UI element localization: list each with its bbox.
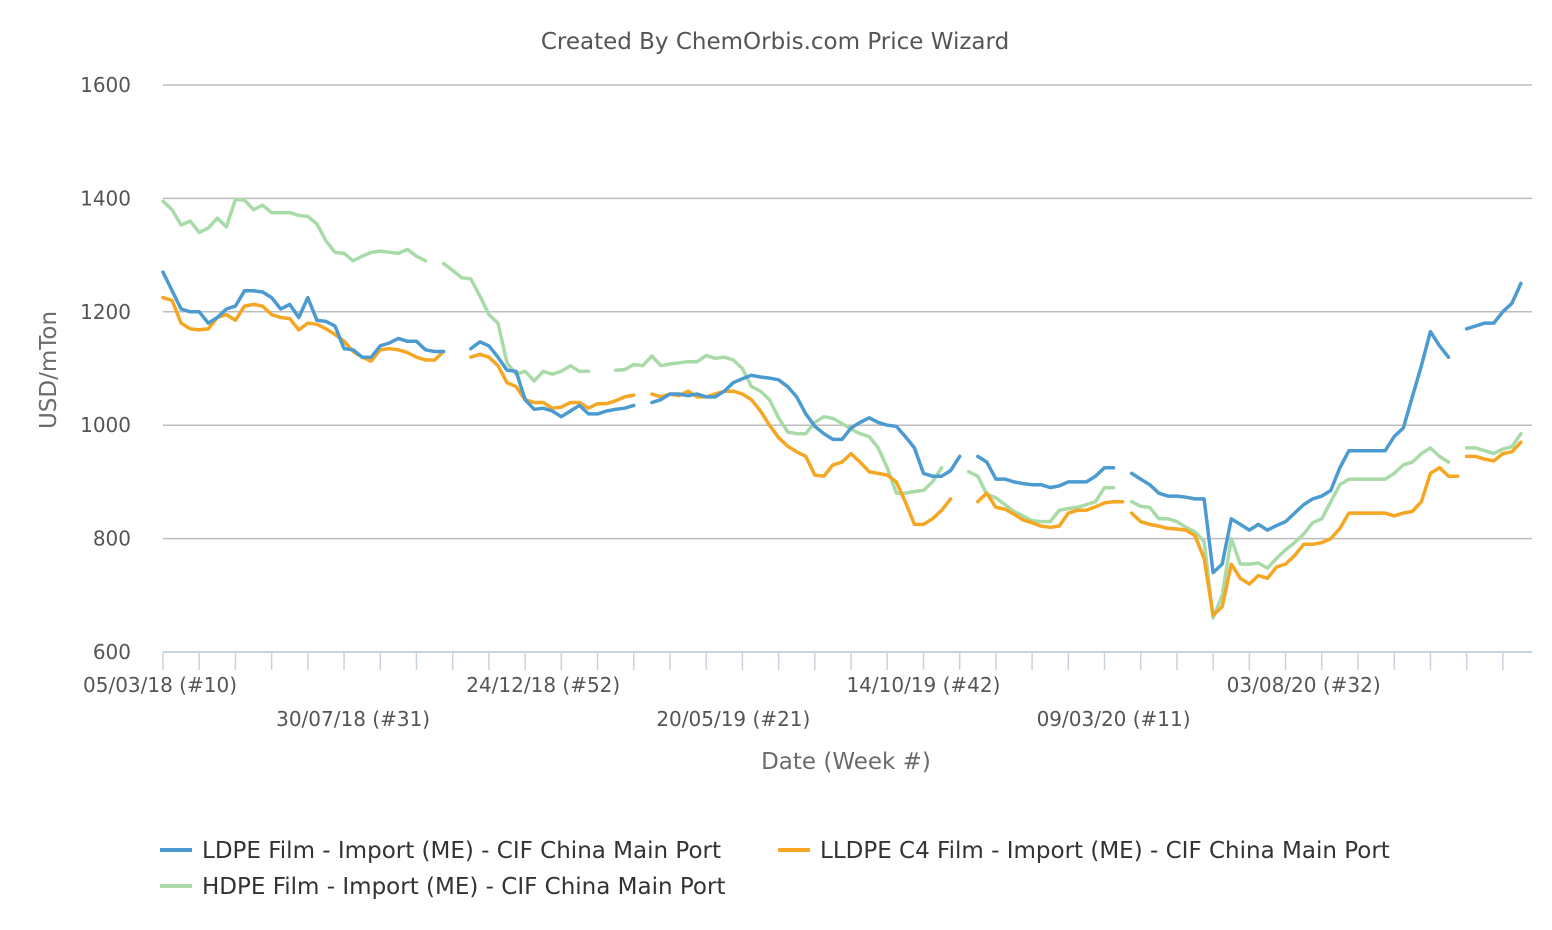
legend: LDPE Film - Import (ME) - CIF China Main… — [160, 838, 1390, 900]
series-line-segment — [161, 295, 446, 363]
x-tick-label: 03/08/20 (#32) — [1227, 673, 1381, 697]
y-tick-label: 800 — [93, 527, 131, 551]
series-line-segment — [976, 491, 1125, 530]
y-tick-label: 1200 — [80, 300, 131, 324]
y-tick-label: 1000 — [80, 413, 131, 437]
x-tick-label: 20/05/19 (#21) — [656, 707, 810, 731]
series-hdpe — [161, 197, 1523, 620]
x-axis-title: Date (Week #) — [761, 749, 931, 775]
x-tick-label: 24/12/18 (#52) — [466, 673, 620, 697]
x-tick-label: 05/03/18 (#10) — [83, 673, 237, 697]
legend-item[interactable]: LDPE Film - Import (ME) - CIF China Main… — [160, 838, 721, 864]
series-line-segment — [650, 389, 953, 527]
x-axis: 05/03/18 (#10) 30/07/18 (#31) 24/12/18 (#5… — [83, 651, 1532, 731]
legend-label: LLDPE C4 Film - Import (ME) - CIF China … — [820, 838, 1390, 864]
series-line-segment — [469, 352, 636, 410]
y-axis-title: USD/mTon — [36, 311, 62, 429]
y-tick-label: 1400 — [80, 186, 131, 210]
series-line-segment — [1129, 465, 1460, 617]
series-line-segment — [161, 197, 428, 263]
legend-label: HDPE Film - Import (ME) - CIF China Main… — [202, 874, 725, 900]
series-line-segment — [1464, 281, 1523, 331]
y-axis-ticks: 600 800 1000 1200 1400 1600 — [80, 73, 131, 664]
legend-item[interactable]: HDPE Film - Import (ME) - CIF China Main… — [160, 874, 725, 900]
y-tick-label: 1600 — [80, 73, 131, 97]
series-line-segment — [469, 340, 636, 419]
legend-item[interactable]: LLDPE C4 Film - Import (ME) - CIF China … — [778, 838, 1390, 864]
series-line-segment — [1464, 431, 1523, 456]
series-line-segment — [1464, 440, 1523, 463]
series-line-segment — [613, 353, 944, 495]
x-tick-label: 14/10/19 (#42) — [846, 673, 1000, 697]
series-line-segment — [650, 373, 962, 478]
x-tick-label: 30/07/18 (#31) — [276, 707, 430, 731]
series-line-segment — [161, 270, 446, 359]
chart-title: Created By ChemOrbis.com Price Wizard — [541, 29, 1009, 55]
legend-label: LDPE Film - Import (ME) - CIF China Main… — [202, 838, 721, 864]
series-line-segment — [441, 261, 591, 383]
series-line-segment — [1129, 446, 1451, 620]
series-lldpe-c4 — [161, 295, 1523, 617]
series-ldpe — [161, 270, 1523, 575]
series-line-segment — [976, 454, 1116, 490]
x-tick-label: 09/03/20 (#11) — [1037, 707, 1191, 731]
series-lines — [161, 197, 1523, 620]
y-tick-label: 600 — [93, 640, 131, 664]
gridlines — [163, 84, 1532, 540]
series-line-segment — [966, 469, 1116, 524]
series-line-segment — [1129, 329, 1451, 575]
